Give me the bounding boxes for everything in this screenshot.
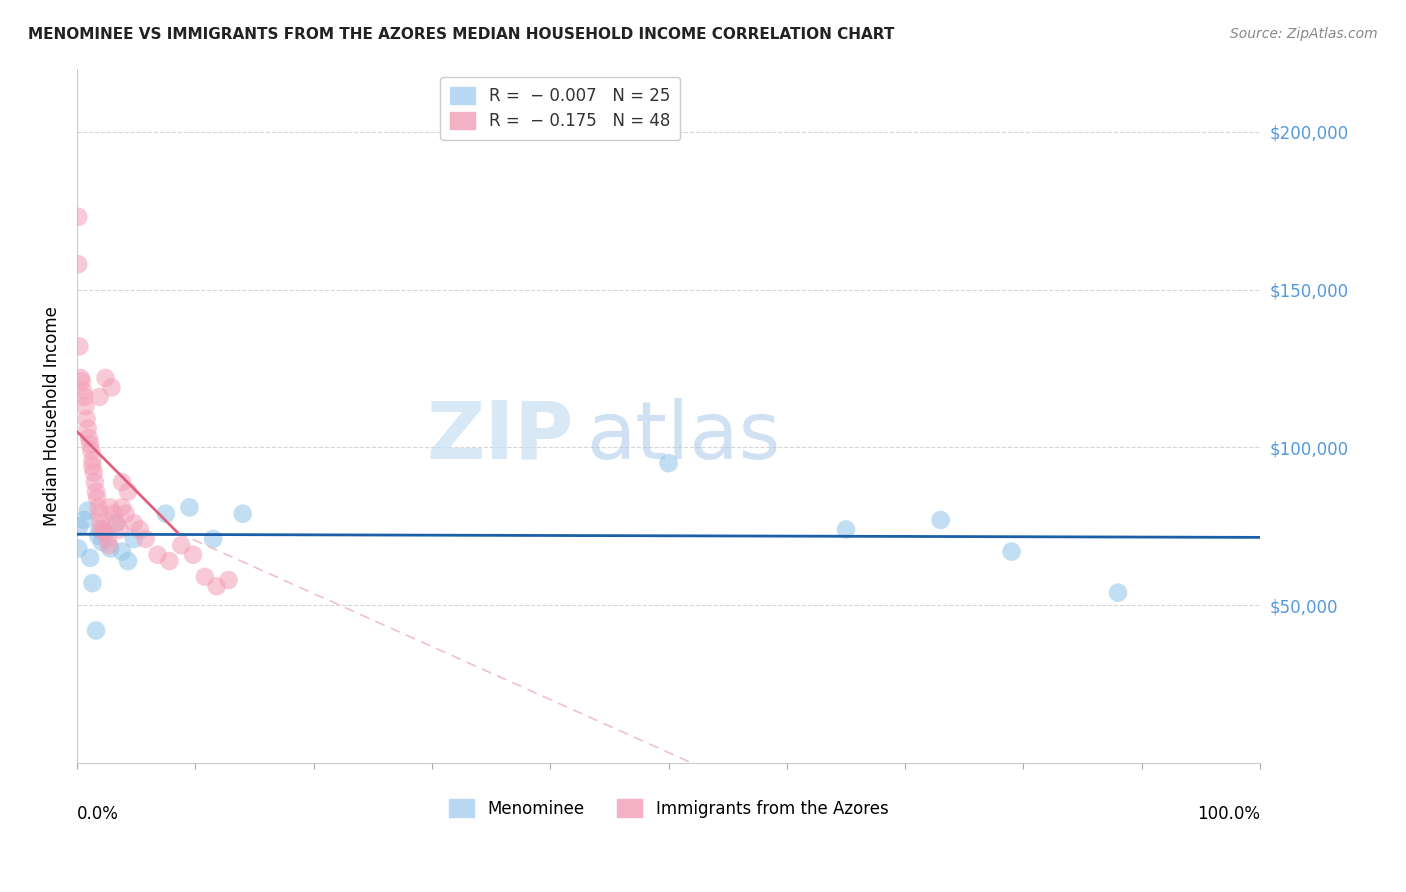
Point	[122, 516, 145, 531]
Point	[87, 500, 110, 515]
Point	[179, 500, 201, 515]
Point	[117, 484, 139, 499]
Text: atlas: atlas	[586, 398, 780, 475]
Point	[76, 421, 98, 435]
Point	[1107, 585, 1129, 599]
Text: 100.0%: 100.0%	[1197, 805, 1260, 822]
Point	[84, 484, 107, 499]
Point	[232, 507, 254, 521]
Point	[93, 525, 115, 540]
Point	[97, 532, 120, 546]
Point	[146, 548, 169, 562]
Point	[76, 412, 98, 426]
Point	[76, 503, 98, 517]
Point	[94, 525, 117, 540]
Point	[91, 523, 114, 537]
Point	[194, 570, 217, 584]
Point	[1000, 544, 1022, 558]
Point	[84, 624, 107, 638]
Point	[122, 532, 145, 546]
Point	[98, 541, 121, 556]
Point	[77, 431, 100, 445]
Point	[114, 507, 136, 521]
Point	[117, 554, 139, 568]
Point	[79, 437, 101, 451]
Point	[75, 400, 97, 414]
Point	[69, 371, 91, 385]
Text: MENOMINEE VS IMMIGRANTS FROM THE AZORES MEDIAN HOUSEHOLD INCOME CORRELATION CHAR: MENOMINEE VS IMMIGRANTS FROM THE AZORES …	[28, 27, 894, 42]
Point	[181, 548, 204, 562]
Point	[135, 532, 157, 546]
Point	[100, 380, 122, 394]
Point	[90, 523, 112, 537]
Text: Source: ZipAtlas.com: Source: ZipAtlas.com	[1230, 27, 1378, 41]
Point	[86, 491, 108, 505]
Point	[80, 443, 103, 458]
Point	[87, 529, 110, 543]
Point	[218, 573, 240, 587]
Point	[170, 538, 193, 552]
Point	[89, 390, 111, 404]
Point	[83, 466, 105, 480]
Point	[202, 532, 225, 546]
Point	[73, 513, 96, 527]
Point	[83, 475, 105, 490]
Point	[94, 371, 117, 385]
Legend: Menominee, Immigrants from the Azores: Menominee, Immigrants from the Azores	[441, 793, 896, 824]
Point	[111, 544, 134, 558]
Point	[82, 453, 104, 467]
Point	[82, 459, 104, 474]
Point	[79, 550, 101, 565]
Point	[69, 339, 91, 353]
Y-axis label: Median Household Income: Median Household Income	[44, 306, 60, 525]
Point	[105, 516, 128, 531]
Point	[205, 579, 228, 593]
Text: ZIP: ZIP	[426, 398, 574, 475]
Point	[111, 475, 134, 490]
Point	[98, 500, 121, 515]
Point	[69, 519, 91, 533]
Point	[111, 500, 134, 515]
Point	[98, 538, 121, 552]
Point	[105, 516, 128, 531]
Point	[155, 507, 177, 521]
Point	[929, 513, 952, 527]
Point	[67, 257, 90, 271]
Point	[82, 576, 104, 591]
Point	[73, 390, 96, 404]
Point	[89, 523, 111, 537]
Point	[657, 456, 679, 470]
Point	[103, 507, 125, 521]
Point	[157, 554, 180, 568]
Point	[90, 516, 112, 531]
Point	[90, 535, 112, 549]
Point	[72, 384, 94, 398]
Point	[67, 541, 90, 556]
Point	[108, 523, 131, 537]
Text: 0.0%: 0.0%	[77, 805, 120, 822]
Point	[89, 507, 111, 521]
Point	[70, 374, 93, 388]
Point	[835, 523, 858, 537]
Point	[67, 210, 90, 224]
Point	[128, 523, 150, 537]
